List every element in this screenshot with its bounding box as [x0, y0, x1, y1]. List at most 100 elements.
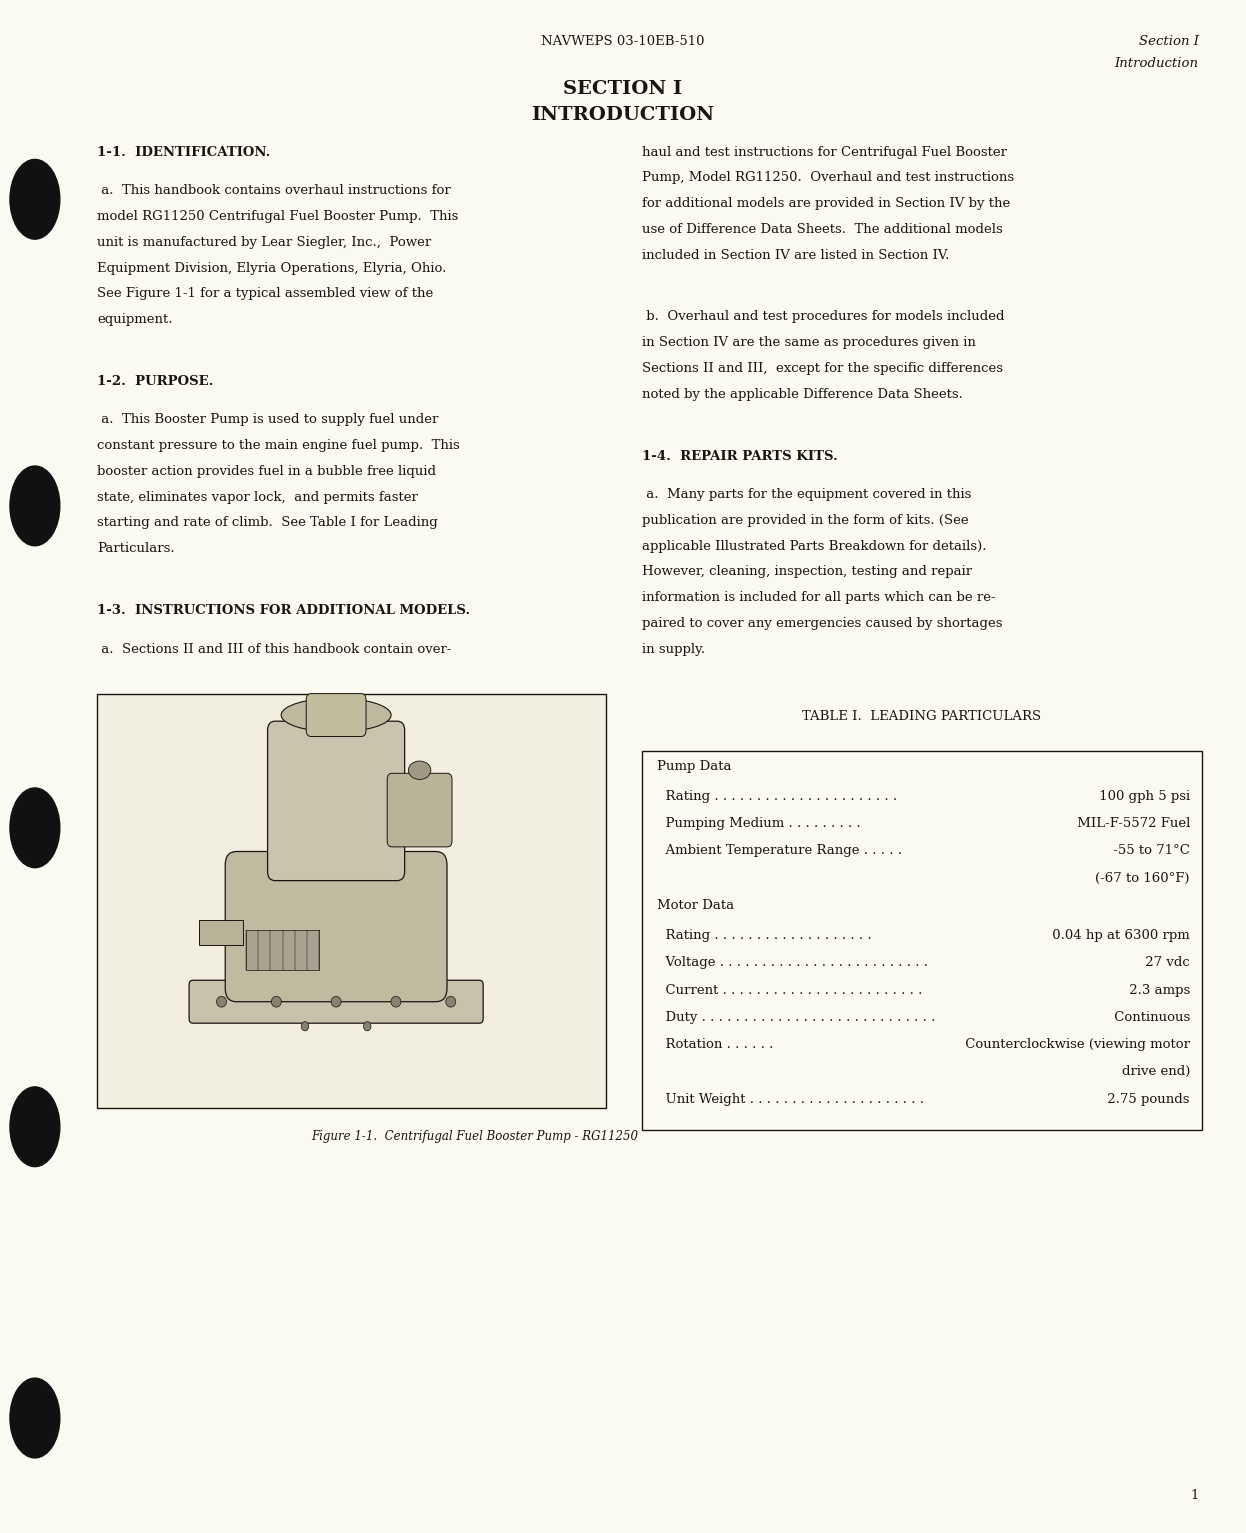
Point — [263, 960, 278, 978]
Text: 1-3.  INSTRUCTIONS FOR ADDITIONAL MODELS.: 1-3. INSTRUCTIONS FOR ADDITIONAL MODELS. — [97, 604, 470, 618]
Text: 1-1.  IDENTIFICATION.: 1-1. IDENTIFICATION. — [97, 146, 270, 158]
Ellipse shape — [10, 159, 60, 239]
Point — [275, 960, 290, 978]
Text: Motor Data: Motor Data — [657, 898, 734, 912]
Text: Counterclockwise (viewing motor: Counterclockwise (viewing motor — [961, 1038, 1190, 1052]
Point — [299, 960, 314, 978]
Text: a.  Sections II and III of this handbook contain over-: a. Sections II and III of this handbook … — [97, 642, 452, 656]
Ellipse shape — [10, 1378, 60, 1458]
Text: 27 vdc: 27 vdc — [1141, 957, 1190, 969]
Text: 100 gph 5 psi: 100 gph 5 psi — [1095, 789, 1190, 803]
Text: Pump, Model RG11250.  Overhaul and test instructions: Pump, Model RG11250. Overhaul and test i… — [642, 172, 1014, 184]
Point — [250, 920, 265, 938]
Text: state, eliminates vapor lock,  and permits faster: state, eliminates vapor lock, and permit… — [97, 491, 419, 504]
Point — [250, 960, 265, 978]
Text: booster action provides fuel in a bubble free liquid: booster action provides fuel in a bubble… — [97, 464, 436, 478]
Text: noted by the applicable Difference Data Sheets.: noted by the applicable Difference Data … — [642, 388, 963, 400]
Ellipse shape — [302, 1021, 309, 1030]
Text: 2.75 pounds: 2.75 pounds — [1104, 1093, 1190, 1105]
Ellipse shape — [364, 1021, 371, 1030]
Ellipse shape — [391, 996, 401, 1007]
Text: model RG11250 Centrifugal Fuel Booster Pump.  This: model RG11250 Centrifugal Fuel Booster P… — [97, 210, 459, 222]
Text: 1: 1 — [1190, 1490, 1199, 1502]
FancyBboxPatch shape — [268, 721, 405, 880]
Text: Particulars.: Particulars. — [97, 543, 174, 555]
Text: use of Difference Data Sheets.  The additional models: use of Difference Data Sheets. The addit… — [642, 222, 1003, 236]
Text: See Figure 1-1 for a typical assembled view of the: See Figure 1-1 for a typical assembled v… — [97, 287, 434, 300]
Point — [312, 960, 326, 978]
Text: Unit Weight . . . . . . . . . . . . . . . . . . . . .: Unit Weight . . . . . . . . . . . . . . … — [657, 1093, 923, 1105]
Text: unit is manufactured by Lear Siegler, Inc.,  Power: unit is manufactured by Lear Siegler, In… — [97, 236, 431, 248]
Text: for additional models are provided in Section IV by the: for additional models are provided in Se… — [642, 198, 1011, 210]
Text: publication are provided in the form of kits. (See: publication are provided in the form of … — [642, 514, 968, 527]
Text: haul and test instructions for Centrifugal Fuel Booster: haul and test instructions for Centrifug… — [642, 146, 1007, 158]
Text: NAVWEPS 03-10EB-510: NAVWEPS 03-10EB-510 — [541, 35, 705, 48]
Text: a.  Many parts for the equipment covered in this: a. Many parts for the equipment covered … — [642, 487, 971, 501]
Point — [239, 920, 254, 938]
Point — [312, 920, 326, 938]
FancyBboxPatch shape — [189, 980, 483, 1023]
Text: Introduction: Introduction — [1115, 57, 1199, 69]
Point — [299, 920, 314, 938]
Ellipse shape — [10, 788, 60, 868]
FancyBboxPatch shape — [307, 693, 366, 736]
Ellipse shape — [409, 760, 431, 779]
Text: Equipment Division, Elyria Operations, Elyria, Ohio.: Equipment Division, Elyria Operations, E… — [97, 262, 446, 274]
Text: Rotation . . . . . .: Rotation . . . . . . — [657, 1038, 773, 1052]
Text: Ambient Temperature Range . . . . .: Ambient Temperature Range . . . . . — [657, 845, 902, 857]
Text: Section I: Section I — [1139, 35, 1199, 48]
Text: Figure 1-1.  Centrifugal Fuel Booster Pump - RG11250: Figure 1-1. Centrifugal Fuel Booster Pum… — [310, 1130, 638, 1142]
Text: included in Section IV are listed in Section IV.: included in Section IV are listed in Sec… — [642, 248, 949, 262]
Bar — [247, 929, 319, 969]
Text: a.  This Booster Pump is used to supply fuel under: a. This Booster Pump is used to supply f… — [97, 414, 439, 426]
Text: 2.3 amps: 2.3 amps — [1125, 984, 1190, 996]
Ellipse shape — [10, 466, 60, 546]
Text: Continuous: Continuous — [1110, 1010, 1190, 1024]
FancyBboxPatch shape — [388, 773, 452, 846]
Text: information is included for all parts which can be re-: information is included for all parts wh… — [642, 592, 996, 604]
Ellipse shape — [217, 996, 227, 1007]
Text: applicable Illustrated Parts Breakdown for details).: applicable Illustrated Parts Breakdown f… — [642, 540, 986, 553]
Text: Pumping Medium . . . . . . . . .: Pumping Medium . . . . . . . . . — [657, 817, 861, 829]
Point — [239, 960, 254, 978]
Point — [287, 920, 302, 938]
Text: 1-2.  PURPOSE.: 1-2. PURPOSE. — [97, 376, 213, 388]
Ellipse shape — [10, 1087, 60, 1167]
Text: drive end): drive end) — [1121, 1065, 1190, 1078]
Text: TABLE I.  LEADING PARTICULARS: TABLE I. LEADING PARTICULARS — [802, 710, 1042, 722]
Bar — [642, 751, 1202, 1130]
Point — [263, 920, 278, 938]
Point — [275, 920, 290, 938]
Text: Duty . . . . . . . . . . . . . . . . . . . . . . . . . . . .: Duty . . . . . . . . . . . . . . . . . .… — [657, 1010, 934, 1024]
Ellipse shape — [282, 698, 391, 731]
Text: MIL-F-5572 Fuel: MIL-F-5572 Fuel — [1073, 817, 1190, 829]
Text: a.  This handbook contains overhaul instructions for: a. This handbook contains overhaul instr… — [97, 184, 451, 198]
Text: (-67 to 160°F): (-67 to 160°F) — [1095, 872, 1190, 885]
Text: -55 to 71°C: -55 to 71°C — [1109, 845, 1190, 857]
Text: 0.04 hp at 6300 rpm: 0.04 hp at 6300 rpm — [1048, 929, 1190, 941]
Text: in supply.: in supply. — [642, 642, 705, 656]
Text: b.  Overhaul and test procedures for models included: b. Overhaul and test procedures for mode… — [642, 311, 1004, 323]
Text: Current . . . . . . . . . . . . . . . . . . . . . . . .: Current . . . . . . . . . . . . . . . . … — [657, 984, 922, 996]
Text: INTRODUCTION: INTRODUCTION — [532, 106, 714, 124]
Point — [287, 960, 302, 978]
Text: starting and rate of climb.  See Table I for Leading: starting and rate of climb. See Table I … — [97, 517, 437, 529]
Text: Sections II and III,  except for the specific differences: Sections II and III, except for the spec… — [642, 362, 1003, 376]
Text: paired to cover any emergencies caused by shortages: paired to cover any emergencies caused b… — [642, 616, 1002, 630]
Text: Pump Data: Pump Data — [657, 760, 731, 773]
Text: in Section IV are the same as procedures given in: in Section IV are the same as procedures… — [642, 336, 976, 350]
Text: However, cleaning, inspection, testing and repair: However, cleaning, inspection, testing a… — [642, 566, 972, 578]
Bar — [97, 694, 606, 1108]
Text: constant pressure to the main engine fuel pump.  This: constant pressure to the main engine fue… — [97, 440, 460, 452]
FancyBboxPatch shape — [226, 851, 447, 1001]
Text: Voltage . . . . . . . . . . . . . . . . . . . . . . . . .: Voltage . . . . . . . . . . . . . . . . … — [657, 957, 927, 969]
Text: SECTION I: SECTION I — [563, 80, 683, 98]
Ellipse shape — [331, 996, 341, 1007]
Text: equipment.: equipment. — [97, 313, 173, 327]
Ellipse shape — [446, 996, 456, 1007]
Ellipse shape — [272, 996, 282, 1007]
Text: 1-4.  REPAIR PARTS KITS.: 1-4. REPAIR PARTS KITS. — [642, 449, 837, 463]
Text: Rating . . . . . . . . . . . . . . . . . . .: Rating . . . . . . . . . . . . . . . . .… — [657, 929, 871, 941]
Bar — [199, 920, 243, 944]
Text: Rating . . . . . . . . . . . . . . . . . . . . . .: Rating . . . . . . . . . . . . . . . . .… — [657, 789, 897, 803]
